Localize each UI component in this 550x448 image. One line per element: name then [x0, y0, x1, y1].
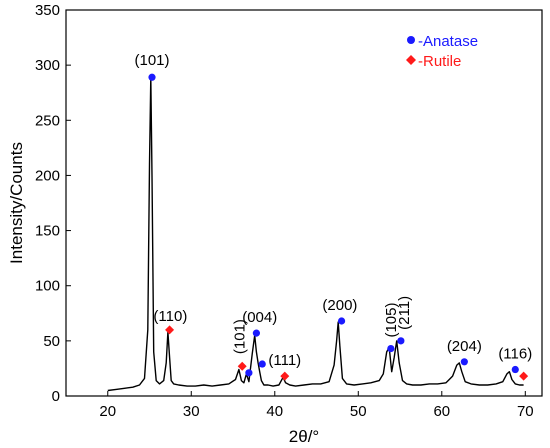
y-tick-label: 150: [35, 223, 60, 240]
y-tick-label: 300: [35, 57, 60, 74]
anatase-peak-marker: [397, 337, 405, 345]
x-tick-label: 30: [183, 403, 200, 420]
legend-rutile-marker: [406, 55, 416, 65]
y-tick-label: 0: [52, 388, 60, 405]
plot-frame: [65, 9, 543, 397]
series-layer: [107, 76, 524, 392]
axis-ticks: 20 30 40 50 60 70 0 50 100 150 200 250 300 350: [35, 2, 534, 420]
x-tick-label: 70: [517, 403, 534, 420]
markers-layer: [148, 73, 529, 381]
anatase-peak-marker: [245, 369, 253, 377]
rutile-peak-marker: [280, 371, 290, 381]
peak-label: (111): [268, 352, 301, 369]
y-tick-label: 350: [35, 2, 60, 19]
y-tick-label: 100: [35, 278, 60, 295]
x-tick-label: 40: [266, 403, 283, 420]
peak-label: (204): [447, 338, 482, 355]
peak-label: (211): [396, 296, 413, 330]
peak-label: (105): [383, 303, 400, 338]
peak-label: (200): [322, 297, 357, 314]
plot-area-border: [65, 9, 543, 397]
y-tick-label: 50: [43, 333, 60, 350]
peak-label: (101): [134, 52, 169, 69]
anatase-peak-marker: [252, 329, 260, 337]
peak-label: (110): [153, 308, 187, 325]
peak-label: (116): [498, 346, 532, 363]
anatase-peak-marker: [387, 344, 395, 353]
legend: -Anatase -Rutile: [406, 33, 478, 70]
anatase-peak-marker: [511, 365, 519, 374]
y-tick-label: 250: [35, 112, 60, 129]
y-tick-label: 200: [35, 167, 60, 184]
x-tick-label: 20: [99, 403, 116, 420]
legend-anatase-marker: [407, 36, 415, 44]
anatase-peak-marker: [258, 360, 266, 368]
anatase-peak-marker: [337, 317, 346, 325]
peak-label: (101): [232, 319, 249, 354]
legend-rutile-label: -Rutile: [418, 53, 461, 70]
anatase-peak-marker: [460, 358, 468, 366]
x-tick-label: 60: [433, 403, 450, 420]
x-tick-label: 50: [350, 403, 367, 420]
xrd-pattern-line: [107, 76, 524, 392]
rutile-peak-marker: [165, 325, 175, 335]
rutile-peak-marker: [519, 371, 529, 381]
peak-annotations: (101)(110)(101)(004)(111)(200) (105)(211)…: [134, 52, 532, 369]
peak-label: (004): [242, 309, 277, 326]
y-axis-title: Intensity/Counts: [7, 142, 26, 264]
legend-anatase-label: -Anatase: [418, 33, 478, 50]
x-axis-title: 2θ/°: [289, 427, 319, 446]
anatase-peak-marker: [148, 73, 156, 81]
rutile-peak-marker: [237, 361, 247, 371]
